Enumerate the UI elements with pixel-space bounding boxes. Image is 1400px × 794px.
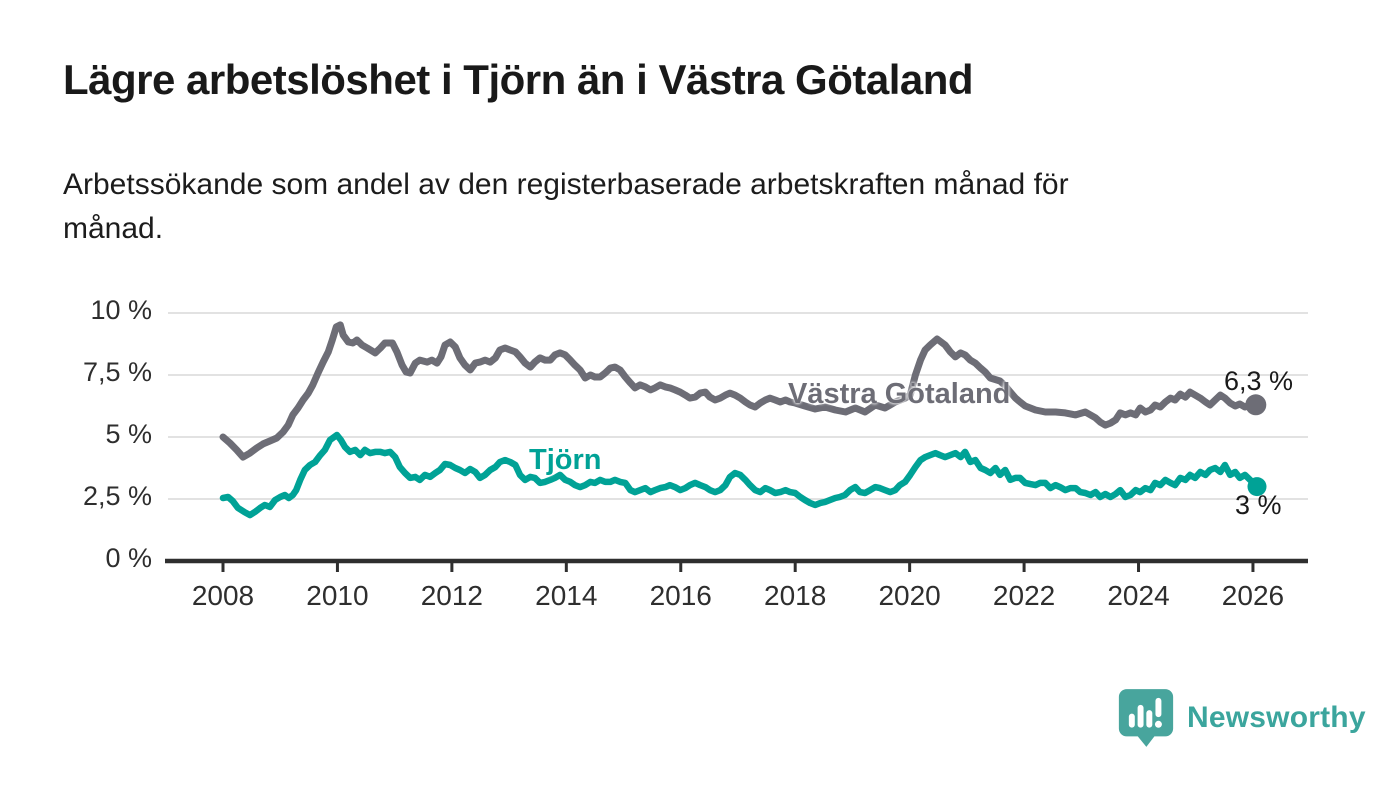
logo-bar-tall xyxy=(1137,704,1144,728)
logo-bar-small xyxy=(1128,713,1135,728)
logo-bar-medium xyxy=(1146,710,1153,728)
y-axis-label: 7,5 % xyxy=(82,357,152,387)
y-axis-label: 5 % xyxy=(105,419,152,449)
newsworthy-logo-text: Newsworthy xyxy=(1187,701,1366,734)
end-value-tjorn: 3 % xyxy=(1235,490,1282,520)
y-axis-label: 2,5 % xyxy=(82,481,152,511)
x-axis-label: 2008 xyxy=(191,580,255,611)
page-title: Lägre arbetslöshet i Tjörn än i Västra G… xyxy=(63,56,974,103)
x-axis-label: 2010 xyxy=(306,580,369,611)
logo-exclamation-stem xyxy=(1155,697,1162,718)
x-axis-label: 2020 xyxy=(878,580,941,611)
logo-bubble-shape xyxy=(1118,689,1174,747)
newsworthy-logo: Newsworthy xyxy=(1118,688,1366,748)
x-axis-label: 2012 xyxy=(420,580,484,611)
x-axis-label: 2016 xyxy=(649,580,712,611)
series-end-dot-vastra-gotaland xyxy=(1245,394,1267,416)
y-axis-label: 0 % xyxy=(105,543,152,573)
series-label-vastra-gotaland: Västra Götaland xyxy=(788,378,1011,410)
series-label-tjorn: Tjörn xyxy=(529,444,602,476)
x-axis-label: 2014 xyxy=(535,580,598,611)
series-line-vastra-gotaland xyxy=(219,321,1260,461)
chart-subtitle: Arbetssökande som andel av den registerb… xyxy=(63,168,1069,245)
series-line-tjorn xyxy=(219,431,1261,519)
x-axis-label: 2018 xyxy=(764,580,827,611)
logo-exclamation-dot xyxy=(1154,720,1162,728)
x-axis-label: 2022 xyxy=(992,580,1056,611)
x-axis-label: 2024 xyxy=(1107,580,1170,611)
x-axis-label: 2026 xyxy=(1221,580,1285,611)
newsworthy-logo-icon xyxy=(1118,689,1174,747)
y-axis-label: 10 % xyxy=(90,295,152,325)
series-end-dot-tjorn xyxy=(1247,477,1267,497)
end-value-vastra-gotaland: 6,3 % xyxy=(1224,366,1294,396)
